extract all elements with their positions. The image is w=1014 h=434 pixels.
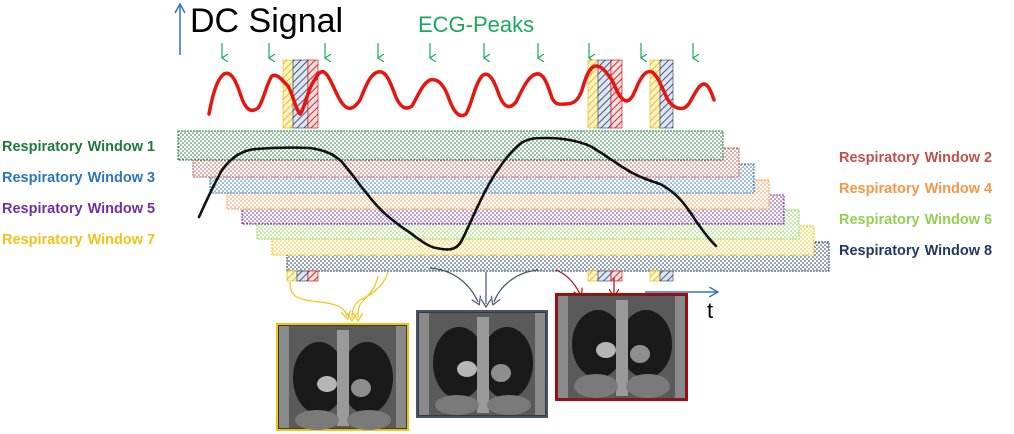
respiratory-window-label-6: Respiratory Window 6 bbox=[839, 212, 992, 228]
mri-image-yellow-window bbox=[276, 323, 409, 431]
window-label-word: Respiratory bbox=[839, 181, 920, 197]
window-label-word: Respiratory bbox=[2, 139, 83, 155]
respiratory-window-label-8: Respiratory Window 8 bbox=[839, 243, 992, 259]
respiratory-window-label-2: Respiratory Window 2 bbox=[839, 150, 992, 166]
respiratory-window-band-1 bbox=[177, 130, 724, 161]
window-label-number: Window 2 bbox=[924, 150, 993, 166]
window-label-word: Respiratory bbox=[2, 201, 83, 217]
window-label-word: Respiratory bbox=[839, 243, 920, 259]
window-label-word: Respiratory bbox=[2, 170, 83, 186]
ecg-peaks-label: ECG-Peaks bbox=[418, 12, 535, 37]
mri-image-blue-window bbox=[416, 310, 548, 418]
window-label-number: Window 4 bbox=[924, 181, 993, 197]
red-grouping-arrows bbox=[555, 269, 614, 294]
window-label-number: Window 3 bbox=[87, 170, 156, 186]
window-label-number: Window 8 bbox=[924, 243, 993, 259]
window-label-word: Respiratory bbox=[839, 212, 920, 228]
blue-grouping-arrows bbox=[429, 267, 539, 304]
window-label-number: Window 6 bbox=[924, 212, 993, 228]
respiratory-window-label-7: Respiratory Window 7 bbox=[2, 232, 155, 248]
dc-signal-trace bbox=[207, 64, 716, 118]
time-axis-label: t bbox=[707, 298, 714, 323]
respiratory-window-label-3: Respiratory Window 3 bbox=[2, 170, 155, 186]
dc-signal-title: DC Signal bbox=[190, 2, 344, 40]
marker-navy bbox=[659, 270, 674, 282]
respiratory-window-bands bbox=[177, 130, 830, 272]
window-label-number: Window 5 bbox=[87, 201, 156, 217]
window-label-number: Window 7 bbox=[87, 232, 156, 248]
marker-red bbox=[610, 270, 623, 282]
marker-navy bbox=[296, 270, 309, 282]
window-label-number: Window 1 bbox=[87, 139, 156, 155]
window-label-word: Respiratory bbox=[839, 150, 920, 166]
marker-yellow bbox=[587, 270, 599, 282]
respiratory-signal-trace bbox=[197, 136, 718, 251]
ecg-peak-arrows bbox=[222, 43, 693, 58]
acquisition-markers-bottom bbox=[286, 270, 674, 282]
respiratory-window-label-1: Respiratory Window 1 bbox=[2, 139, 155, 155]
yellow-grouping-arrows bbox=[289, 271, 389, 318]
marker-yellow bbox=[286, 270, 298, 282]
respiratory-window-label-5: Respiratory Window 5 bbox=[2, 201, 155, 217]
window-label-word: Respiratory bbox=[2, 232, 83, 248]
acquisition-markers-top bbox=[282, 59, 674, 129]
marker-yellow bbox=[649, 270, 661, 282]
mri-image-red-window bbox=[555, 293, 688, 401]
marker-navy bbox=[597, 270, 612, 282]
marker-navy bbox=[292, 59, 309, 129]
dc-signal-axis-arrow bbox=[174, 2, 186, 55]
marker-red bbox=[610, 59, 623, 129]
marker-red bbox=[307, 270, 319, 282]
respiratory-window-label-4: Respiratory Window 4 bbox=[839, 181, 992, 197]
